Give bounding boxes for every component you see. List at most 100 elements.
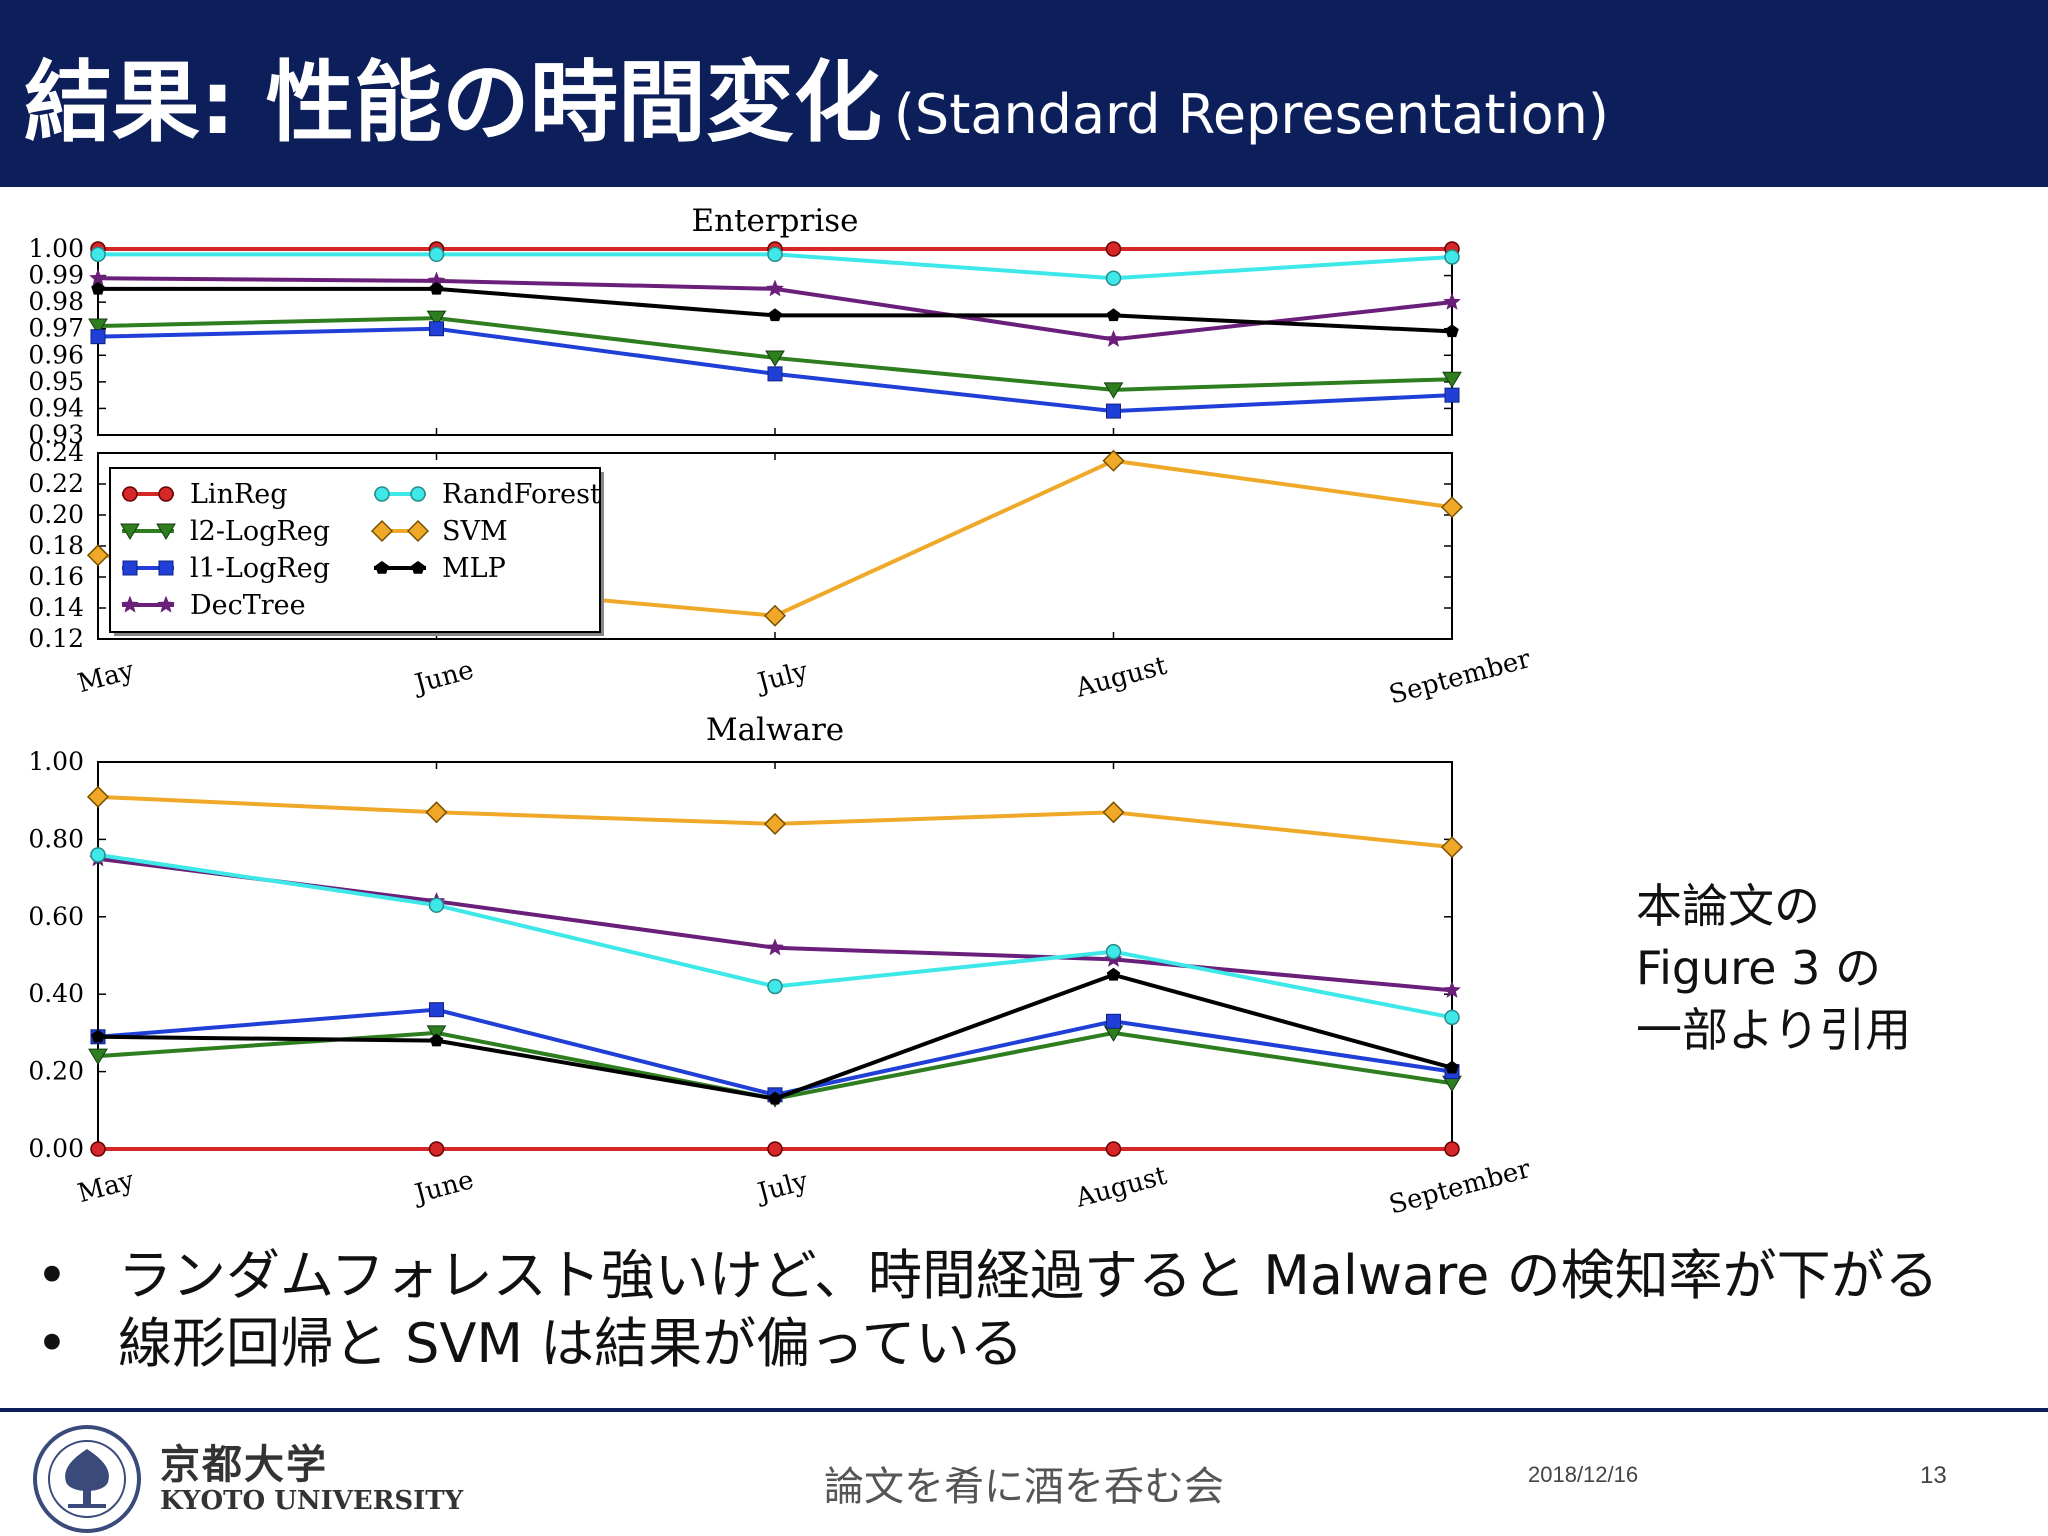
malware-point-randforest: [90, 847, 106, 863]
enterprise-lower-ytick-label: 0.24: [28, 438, 84, 467]
enterprise-upper-series-group: [88, 241, 1462, 419]
enterprise-upper-ytick-label: 0.97: [28, 314, 84, 343]
malware-ytick-label: 1.00: [28, 747, 84, 776]
malware-point-mlp: [768, 1091, 782, 1105]
legend-marker-svm: [406, 519, 430, 543]
bullet-text: 線形回帰と SVM は結果が偏っている: [118, 1312, 1024, 1375]
malware-ytick-label: 0.80: [28, 824, 84, 853]
enterprise-upper-point-l1-logreg: [1444, 387, 1460, 403]
event-name: 論文を肴に酒を呑む会: [824, 1464, 1224, 1510]
enterprise-upper-frame: [97, 248, 1453, 436]
legend-marker-dectree: [157, 595, 175, 613]
enterprise-chart-title: Enterprise: [691, 203, 858, 239]
malware-point-svm: [1440, 836, 1464, 859]
enterprise-upper-point-mlp: [1445, 324, 1459, 338]
legend-marker-l2-logreg: [156, 523, 176, 540]
figure-charts: Enterprise1.000.990.980.970.960.950.940.…: [28, 203, 1534, 1221]
bullet-list: • ランダムフォレスト強いけど、時間経過すると Malware の検知率が下がる …: [36, 1242, 1939, 1378]
enterprise-upper-point-dectree: [1104, 329, 1123, 347]
enterprise-upper-point-l1-logreg: [429, 321, 444, 337]
enterprise-upper-point-randforest: [1444, 249, 1460, 265]
malware-point-linreg: [428, 1141, 445, 1157]
enterprise-xtick-label: August: [1072, 651, 1171, 704]
note-line-2: Figure 3 の: [1636, 941, 1881, 995]
malware-series-group: [86, 785, 1464, 1157]
malware-xtick-label: September: [1386, 1154, 1534, 1221]
enterprise-xtick-label: June: [409, 655, 477, 700]
malware-point-dectree: [766, 938, 784, 956]
legend-marker-mlp: [411, 560, 425, 574]
enterprise-upper-point-randforest: [767, 246, 783, 263]
malware-point-linreg: [90, 1141, 106, 1157]
enterprise-upper-ytick-label: 0.94: [28, 393, 84, 422]
enterprise-upper-ytick-label: 0.93: [28, 420, 84, 449]
enterprise-xtick-label: July: [752, 656, 811, 699]
malware-point-dectree: [1443, 980, 1461, 998]
enterprise-xtick-label: September: [1386, 644, 1534, 711]
malware-ytick-label: 0.40: [28, 979, 84, 1008]
enterprise-upper-point-l1-logreg: [1106, 403, 1121, 419]
legend-marker-randforest: [410, 486, 426, 502]
enterprise-upper-point-l1-logreg: [90, 329, 106, 345]
enterprise-lower-point-svm: [86, 544, 110, 567]
university-name-jp: 京都大学: [160, 1441, 328, 1488]
legend-box: [109, 467, 601, 633]
title-main: 結果: 性能の時間変化: [24, 51, 882, 154]
malware-point-linreg: [1105, 1141, 1122, 1157]
enterprise-lower-point-svm: [763, 604, 787, 627]
bullet-item: • 線形回帰と SVM は結果が偏っている: [36, 1310, 1939, 1378]
enterprise-upper-point-l2-logreg: [1442, 371, 1462, 389]
enterprise-upper-ytick-label: 0.96: [28, 340, 84, 369]
malware-point-svm: [425, 801, 448, 824]
legend-marker-mlp: [375, 560, 389, 574]
enterprise-xtick-label: May: [75, 655, 138, 699]
malware-point-l2-logreg: [88, 1048, 108, 1066]
enterprise-lower-ytick-label: 0.14: [28, 593, 84, 622]
malware-chart-title: Malware: [706, 712, 844, 748]
enterprise-lower-ytick-label: 0.20: [28, 500, 84, 529]
malware-ytick-label: 0.60: [28, 902, 84, 931]
enterprise-upper-point-randforest: [1105, 270, 1122, 286]
enterprise-upper-point-randforest: [90, 246, 106, 263]
legend-marker-randforest: [374, 486, 390, 502]
enterprise-upper-point-l2-logreg: [1103, 382, 1124, 399]
enterprise-lower-ytick-label: 0.12: [28, 624, 84, 653]
title-sub: (Standard Representation): [893, 83, 1609, 146]
malware-point-svm: [1102, 801, 1125, 824]
malware-point-mlp: [1106, 967, 1121, 981]
malware-point-randforest: [1105, 943, 1122, 960]
bullet-dot: •: [36, 1312, 68, 1375]
malware-point-l1-logreg: [429, 1002, 444, 1018]
enterprise-upper-ytick-label: 0.99: [28, 261, 84, 290]
enterprise-lower-point-svm: [1102, 449, 1125, 472]
malware-point-linreg: [767, 1141, 783, 1157]
enterprise-upper-point-randforest: [428, 246, 445, 263]
malware-point-svm: [86, 785, 110, 808]
legend-marker-l1-logreg: [158, 560, 174, 576]
malware-point-randforest: [428, 897, 445, 913]
enterprise-upper-ytick-label: 0.98: [28, 287, 84, 316]
legend-label-linreg: LinReg: [190, 479, 288, 510]
malware-point-mlp: [429, 1033, 444, 1047]
enterprise-upper-point-mlp: [91, 281, 105, 295]
note-line-1: 本論文の: [1636, 879, 1820, 933]
university-seal-icon: [33, 1425, 141, 1533]
legend-label-l2-logreg: l2-LogReg: [190, 516, 330, 547]
malware-point-randforest: [767, 978, 783, 995]
malware-point-linreg: [1444, 1141, 1460, 1157]
legend-marker-linreg: [158, 486, 174, 502]
enterprise-upper-point-l2-logreg: [426, 310, 447, 328]
malware-point-randforest: [1444, 1009, 1460, 1026]
malware-point-l1-logreg: [1106, 1013, 1121, 1029]
malware-ytick-label: 0.00: [28, 1134, 84, 1163]
bullet-text: ランダムフォレスト強いけど、時間経過すると Malware の検知率が下がる: [118, 1244, 1939, 1307]
page-number: 13: [1920, 1462, 1947, 1489]
enterprise-lower-ytick-label: 0.18: [28, 531, 84, 560]
enterprise-upper-point-l2-logreg: [765, 350, 785, 367]
footer-divider: [0, 1408, 2048, 1412]
enterprise-lower-point-svm: [1440, 496, 1464, 519]
enterprise-upper-point-dectree: [1443, 292, 1461, 310]
malware-point-l2-logreg: [426, 1025, 447, 1042]
malware-point-mlp: [91, 1029, 105, 1043]
enterprise-upper-point-dectree: [766, 279, 784, 297]
